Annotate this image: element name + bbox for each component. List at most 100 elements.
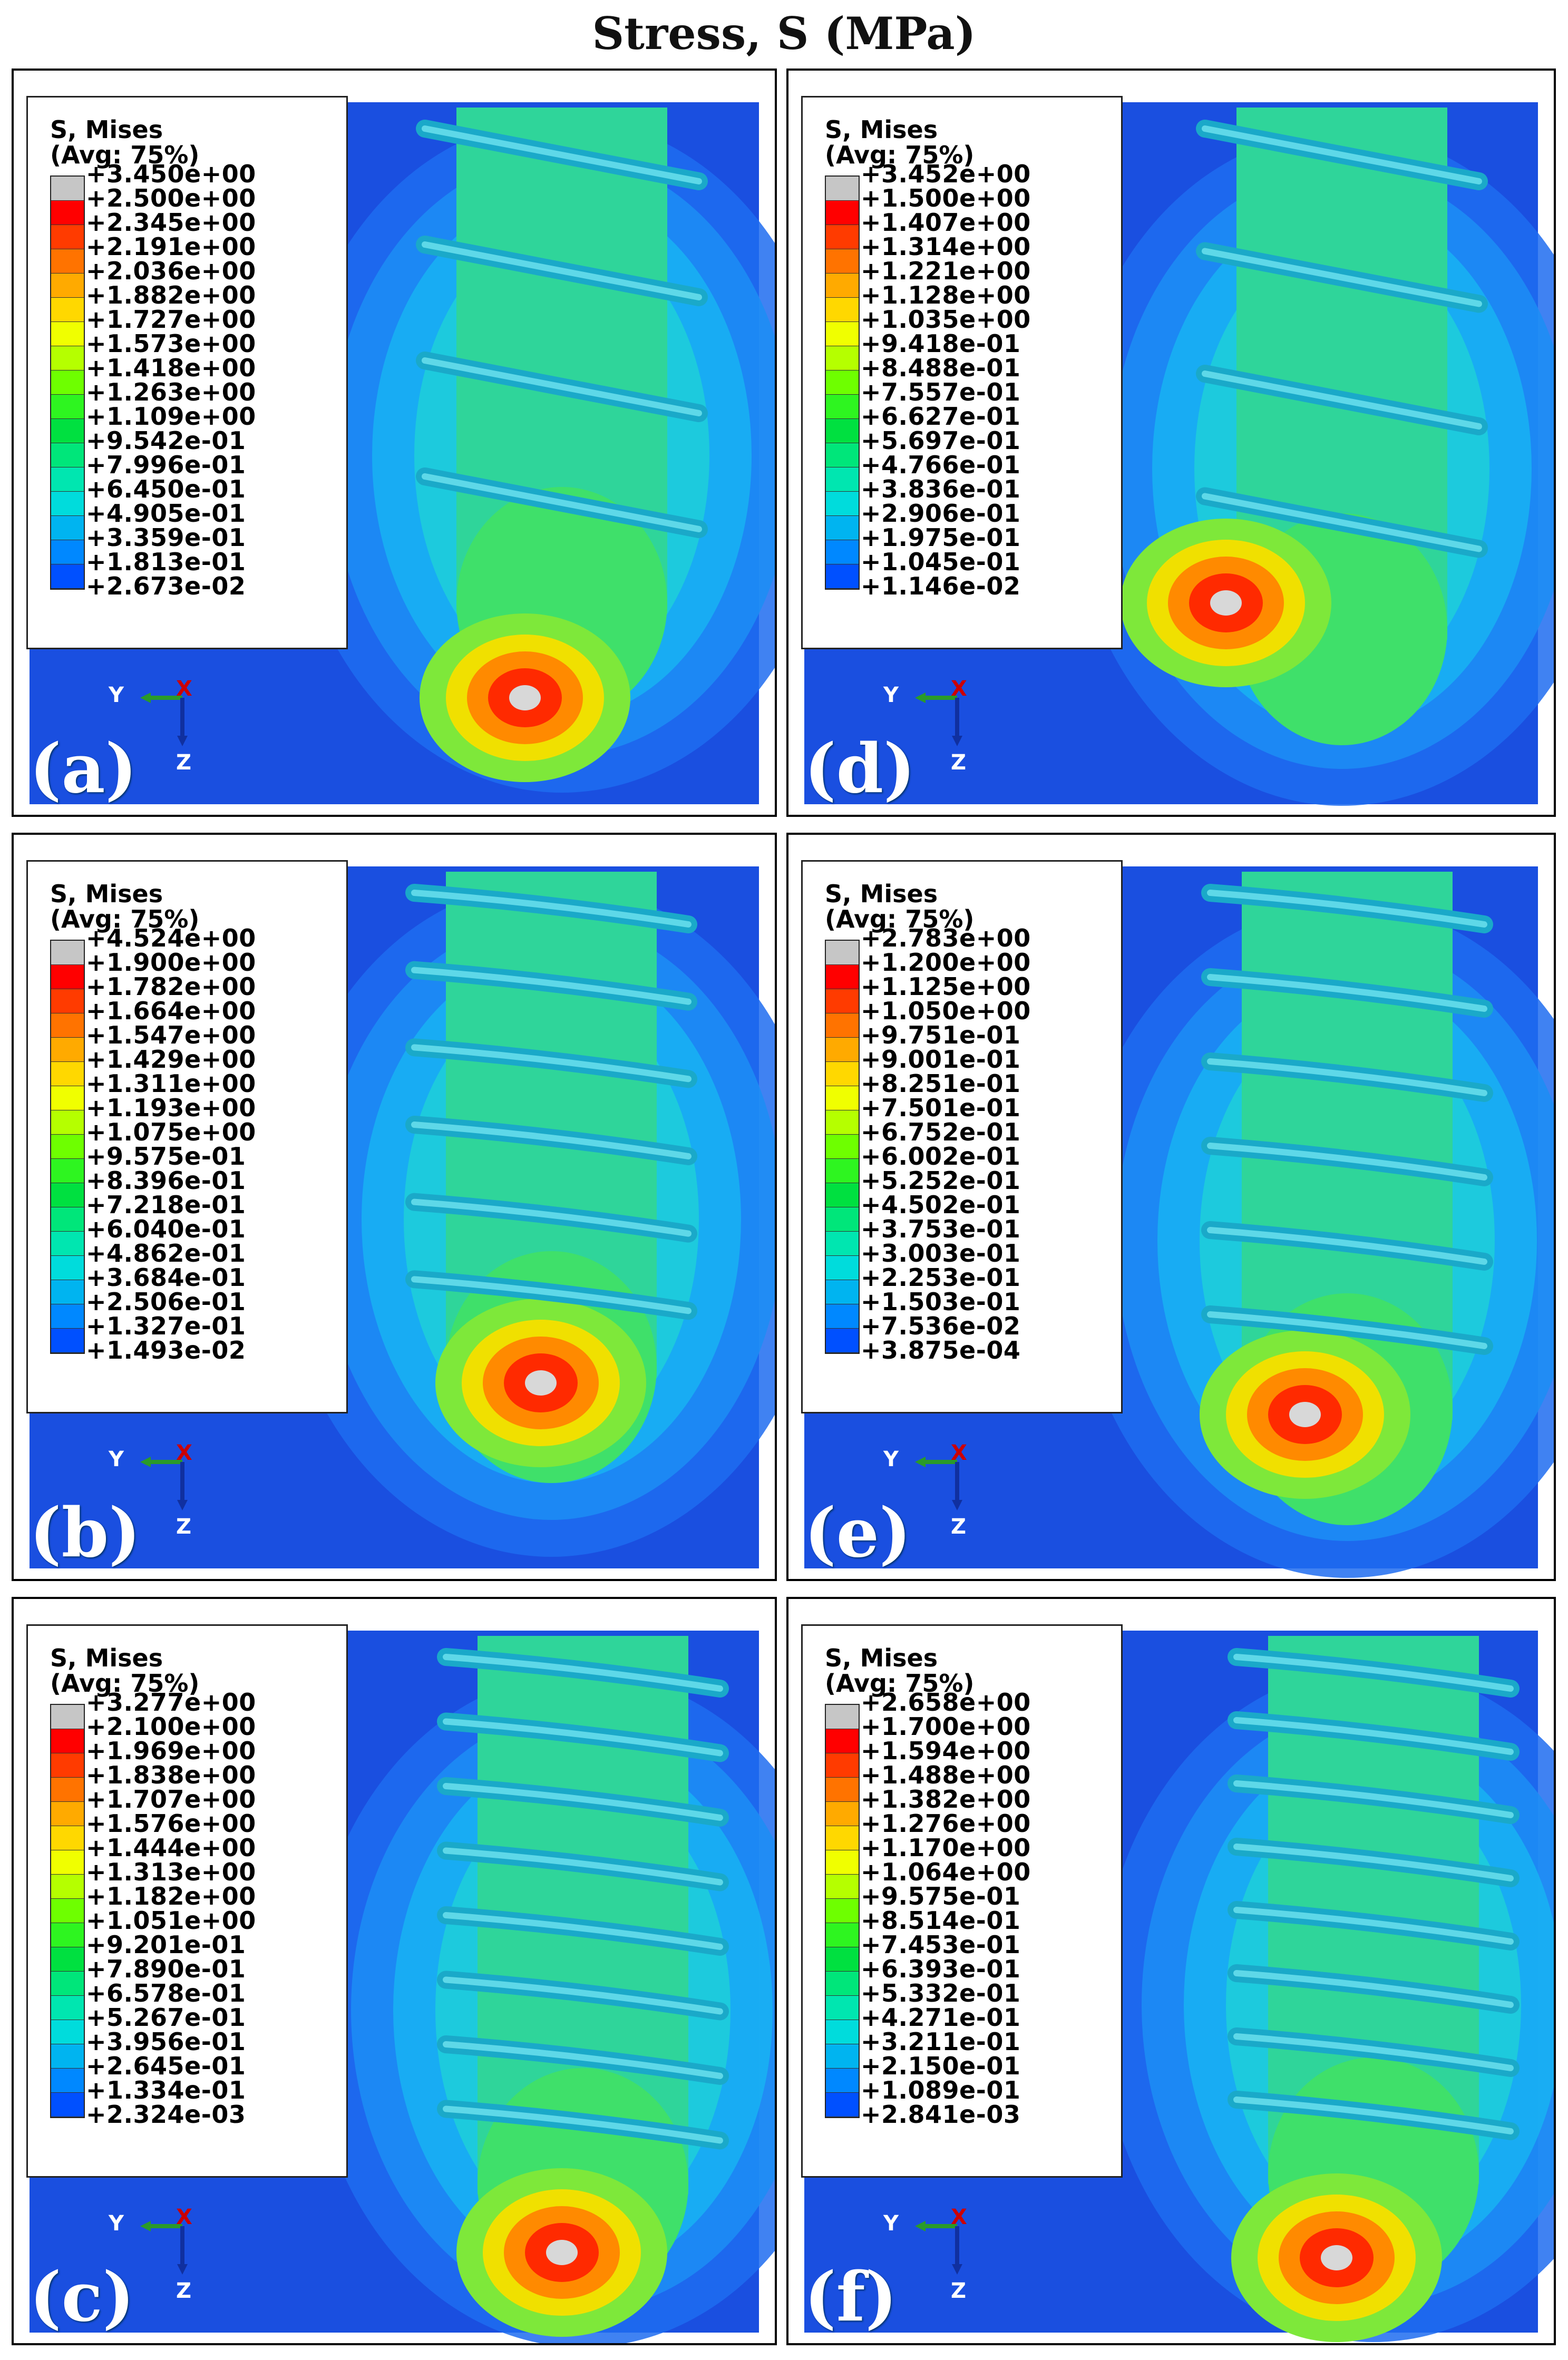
legend-title: S, Mises (825, 880, 938, 908)
legend-swatch (51, 1778, 84, 1802)
legend-color-bar (50, 175, 85, 590)
legend-value: +8.514e-01 (861, 1906, 1021, 1935)
legend-value: +3.277e+00 (86, 1688, 256, 1717)
legend-swatch (51, 1899, 84, 1923)
legend-value: +1.314e+00 (861, 232, 1031, 261)
legend-swatch (51, 1947, 84, 1972)
legend-swatch (826, 1729, 859, 1753)
legend-swatch (51, 395, 84, 419)
legend-swatch (826, 1038, 859, 1062)
legend-value: +1.313e+00 (86, 1858, 256, 1886)
legend-value: +4.862e-01 (86, 1239, 246, 1267)
legend-value: +9.001e-01 (861, 1045, 1021, 1074)
legend-value: +7.218e-01 (86, 1191, 246, 1219)
legend-swatch (826, 1923, 859, 1947)
legend-swatch (826, 177, 859, 201)
legend-value: +1.429e+00 (86, 1045, 256, 1074)
legend-swatch (826, 443, 859, 467)
legend-swatch (826, 274, 859, 298)
legend-swatch (826, 492, 859, 516)
axis-triad: Y X Z (873, 1441, 1010, 1546)
legend-swatch (826, 298, 859, 322)
legend-value: +1.573e+00 (86, 329, 256, 358)
legend-value: +6.752e-01 (861, 1118, 1021, 1146)
legend-swatch (51, 1086, 84, 1110)
axis-label-y: Y (883, 1447, 899, 1471)
contour-legend: S, Mises (Avg: 75%) +3.277e+00 +2.100e+00 +1… (26, 1624, 348, 2178)
legend-swatch (826, 1280, 859, 1304)
contour-legend: S, Mises (Avg: 75%) +3.450e+00 +2.500e+00 +2… (26, 96, 348, 649)
legend-value: +9.201e-01 (86, 1930, 246, 1959)
legend-value: +1.045e-01 (861, 548, 1021, 576)
axis-label-x: X (176, 677, 192, 701)
contour-legend: S, Mises (Avg: 75%) +4.524e+00 +1.900e+00 +1… (26, 860, 348, 1413)
axis-label-y: Y (109, 2211, 124, 2236)
legend-value: +5.267e-01 (86, 2003, 246, 2032)
legend-value: +9.575e-01 (86, 1142, 246, 1171)
legend-swatch (51, 2093, 84, 2117)
legend-swatch (51, 443, 84, 467)
legend-swatch (826, 419, 859, 443)
legend-value: +1.838e+00 (86, 1761, 256, 1789)
legend-swatch (51, 249, 84, 274)
legend-value: +1.109e+00 (86, 402, 256, 431)
axis-label-x: X (176, 2205, 192, 2229)
legend-value: +1.882e+00 (86, 281, 256, 309)
legend-swatch (51, 965, 84, 989)
legend-swatch (51, 1972, 84, 1996)
axis-label-z: Z (176, 750, 192, 775)
axis-label-y: Y (109, 1447, 124, 1471)
axis-label-x: X (951, 2205, 967, 2229)
legend-swatch (51, 298, 84, 322)
legend-swatch (51, 225, 84, 249)
legend-value: +7.890e-01 (86, 1955, 246, 1983)
legend-value: +2.841e-03 (861, 2100, 1021, 2129)
legend-swatch (826, 2020, 859, 2044)
panel-letter: (b) (30, 1494, 141, 1573)
legend-value: +1.727e+00 (86, 305, 256, 334)
legend-swatch (51, 1826, 84, 1850)
legend-color-bar (825, 175, 860, 590)
legend-value: +1.125e+00 (861, 972, 1031, 1001)
legend-swatch (51, 1802, 84, 1826)
legend-value: +1.051e+00 (86, 1906, 256, 1935)
legend-swatch (51, 1256, 84, 1280)
legend-swatch (826, 1802, 859, 1826)
figure-title: Stress, S (MPa) (592, 7, 976, 60)
legend-value: +1.500e+00 (861, 184, 1031, 212)
legend-swatch (826, 1947, 859, 1972)
legend-swatch (826, 516, 859, 540)
legend-value: +2.906e-01 (861, 499, 1021, 528)
legend-labels: +3.452e+00 +1.500e+00 +1.407e+00 +1.314e+00… (861, 162, 1031, 598)
legend-value: +6.450e-01 (86, 475, 246, 503)
legend-swatch (826, 1899, 859, 1923)
legend-swatch (826, 1159, 859, 1183)
axis-triad: Y X Z (98, 2205, 235, 2310)
legend-value: +8.488e-01 (861, 354, 1021, 382)
legend-value: +4.271e-01 (861, 2003, 1021, 2032)
legend-value: +1.444e+00 (86, 1834, 256, 1862)
legend-value: +3.003e-01 (861, 1239, 1021, 1267)
legend-value: +1.311e+00 (86, 1069, 256, 1098)
legend-value: +2.658e+00 (861, 1688, 1031, 1717)
legend-value: +3.684e-01 (86, 1263, 246, 1292)
legend-swatch (826, 989, 859, 1013)
legend-value: +1.503e-01 (861, 1288, 1021, 1316)
contour-legend: S, Mises (Avg: 75%) +2.658e+00 +1.700e+00 +1… (801, 1624, 1123, 2178)
legend-swatch (826, 1972, 859, 1996)
legend-value: +2.783e+00 (861, 924, 1031, 952)
legend-swatch (51, 201, 84, 225)
legend-swatch (826, 1135, 859, 1159)
legend-swatch (51, 1038, 84, 1062)
panel-e: S, Mises (Avg: 75%) +2.783e+00 +1.200e+00 +1… (786, 833, 1556, 1581)
legend-swatch (826, 1013, 859, 1038)
legend-value: +1.707e+00 (86, 1785, 256, 1813)
legend-value: +1.700e+00 (861, 1712, 1031, 1741)
legend-value: +1.089e-01 (861, 2076, 1021, 2104)
legend-value: +4.766e-01 (861, 451, 1021, 479)
legend-swatch (51, 1850, 84, 1875)
panel-letter: (c) (30, 2258, 135, 2337)
legend-value: +9.751e-01 (861, 1021, 1021, 1049)
legend-swatch (826, 1086, 859, 1110)
legend-value: +4.524e+00 (86, 924, 256, 952)
